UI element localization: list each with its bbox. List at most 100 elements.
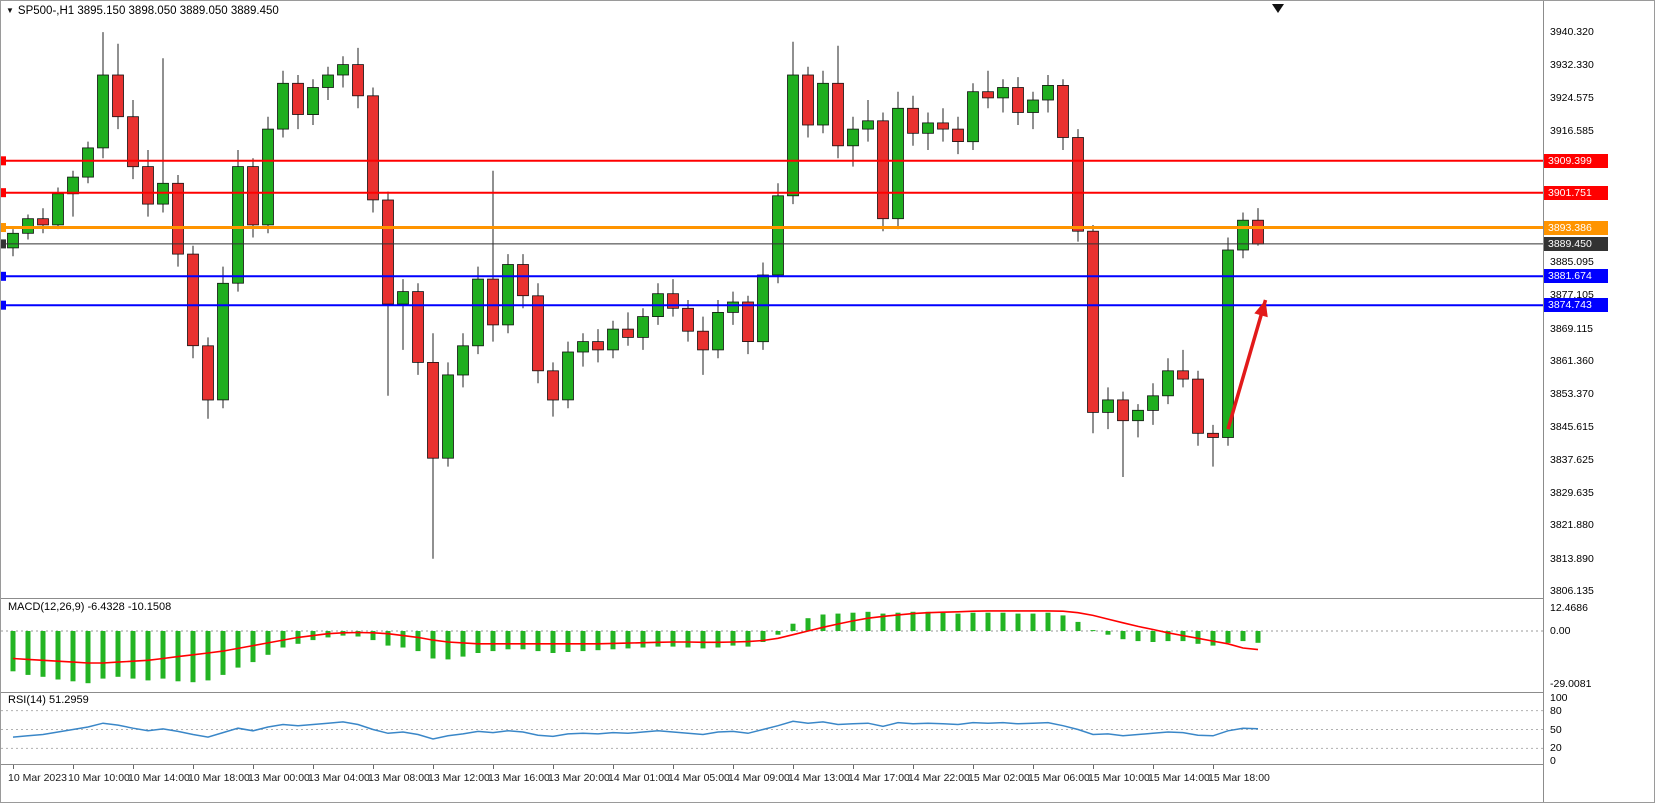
time-axis-tick xyxy=(433,765,434,769)
price-tick-label: 3845.615 xyxy=(1550,421,1594,433)
time-label: 14 Mar 09:00 xyxy=(728,772,790,784)
macd-histogram-bar xyxy=(1000,612,1006,631)
chart-title: ▼ SP500-,H1 3895.150 3898.050 3889.050 3… xyxy=(6,5,279,17)
macd-histogram-bar xyxy=(1240,631,1246,642)
macd-histogram-bar xyxy=(160,631,166,679)
time-axis-tick xyxy=(73,765,74,769)
time-axis-tick xyxy=(493,765,494,769)
price-tick-label: 3916.585 xyxy=(1550,125,1594,137)
time-label: 13 Mar 00:00 xyxy=(248,772,310,784)
macd-histogram-bar xyxy=(655,631,661,647)
macd-histogram-bar xyxy=(385,631,391,646)
macd-histogram-bar xyxy=(1165,631,1171,642)
candle-body xyxy=(847,128,859,147)
time-axis-tick xyxy=(373,765,374,769)
one-click-trading-icon[interactable]: ▼ xyxy=(6,6,14,15)
candle-body xyxy=(277,82,289,130)
macd-histogram-bar xyxy=(880,613,886,631)
macd-histogram-bar xyxy=(100,631,106,679)
candle-body xyxy=(412,291,424,363)
rsi-axis-label: 100 xyxy=(1550,692,1568,704)
time-axis-tick xyxy=(673,765,674,769)
time-label: 15 Mar 06:00 xyxy=(1028,772,1090,784)
macd-panel[interactable]: MACD(12,26,9) -6.4328 -10.1508 xyxy=(1,598,1543,692)
macd-histogram-bar xyxy=(1135,631,1141,642)
candle-body xyxy=(172,182,184,255)
candle-body xyxy=(1222,249,1234,438)
macd-histogram-bar xyxy=(1255,631,1261,643)
time-axis-tick xyxy=(253,765,254,769)
panel-separator-macd-rsi[interactable] xyxy=(1,692,1654,693)
candle-body xyxy=(1027,99,1039,113)
candle-body xyxy=(1012,87,1024,113)
rsi-axis-label: 50 xyxy=(1550,724,1562,736)
candle-body xyxy=(427,361,439,459)
line-left-marker xyxy=(1,271,6,281)
candle-body xyxy=(772,195,784,276)
candlestick-chart[interactable] xyxy=(1,1,1543,598)
candle-body xyxy=(877,120,889,220)
macd-chart[interactable] xyxy=(1,598,1543,692)
time-label: 15 Mar 02:00 xyxy=(968,772,1030,784)
time-label: 14 Mar 01:00 xyxy=(608,772,670,784)
price-axis[interactable]: 3940.320 3932.330 3924.575 3916.585 3885.095… xyxy=(1544,1,1654,802)
price-chart-panel[interactable] xyxy=(1,1,1543,598)
time-axis-tick xyxy=(1213,765,1214,769)
macd-histogram-bar xyxy=(280,631,286,648)
candle-body xyxy=(397,291,409,305)
macd-histogram-bar xyxy=(370,631,376,641)
time-label: 14 Mar 13:00 xyxy=(788,772,850,784)
time-axis-tick xyxy=(193,765,194,769)
time-label: 10 Mar 2023 xyxy=(8,772,67,784)
candle-wicks xyxy=(12,32,1259,559)
macd-histogram-bar xyxy=(25,631,31,675)
price-tick-label: 3806.135 xyxy=(1550,585,1594,597)
candle-body xyxy=(37,218,49,226)
candle-body xyxy=(892,107,904,220)
candle-body xyxy=(1192,378,1204,434)
macd-histogram-bar xyxy=(805,618,811,631)
macd-histogram-bar xyxy=(1060,615,1066,631)
macd-histogram-bar xyxy=(1075,621,1081,631)
candle-body xyxy=(7,232,19,249)
candle-body xyxy=(472,278,484,347)
rsi-chart[interactable] xyxy=(1,692,1543,764)
line-left-marker xyxy=(1,239,6,249)
line-left-marker xyxy=(1,156,6,166)
rsi-label: RSI(14) 51.2959 xyxy=(8,694,89,706)
price-tick-label: 3924.575 xyxy=(1550,92,1594,104)
macd-histogram-bar xyxy=(475,631,481,653)
candle-body xyxy=(982,91,994,99)
candle-body xyxy=(187,253,199,347)
macd-histogram-bar xyxy=(1045,612,1051,631)
candle-body xyxy=(1102,399,1114,413)
chart-shift-marker[interactable] xyxy=(1272,4,1284,13)
rsi-line xyxy=(12,720,1259,740)
time-axis-tick xyxy=(853,765,854,769)
price-line-tag: 3874.743 xyxy=(1544,298,1608,312)
time-axis-tick xyxy=(1153,765,1154,769)
macd-histogram-bar xyxy=(1195,631,1201,644)
time-label: 15 Mar 10:00 xyxy=(1088,772,1150,784)
candle-body xyxy=(382,199,394,305)
macd-histogram-bar xyxy=(955,613,961,631)
macd-histogram-bar xyxy=(190,631,196,683)
time-label: 10 Mar 14:00 xyxy=(128,772,190,784)
time-axis-tick xyxy=(313,765,314,769)
trend-arrow-line[interactable] xyxy=(1226,299,1268,430)
rsi-panel[interactable]: RSI(14) 51.2959 xyxy=(1,692,1543,764)
macd-histogram-bar xyxy=(985,612,991,631)
candle-body xyxy=(202,345,214,401)
time-axis-tick xyxy=(913,765,914,769)
panel-separator-main-macd[interactable] xyxy=(1,598,1654,599)
time-axis[interactable]: 10 Mar 2023 10 Mar 10:00 10 Mar 14:00 10 Ma… xyxy=(1,765,1543,802)
macd-histogram-bar xyxy=(700,631,706,649)
price-tick-label: 3932.330 xyxy=(1550,59,1594,71)
candle-body xyxy=(67,176,79,195)
macd-histogram-bar xyxy=(235,631,241,668)
time-label: 10 Mar 18:00 xyxy=(188,772,250,784)
time-label: 10 Mar 10:00 xyxy=(68,772,130,784)
macd-histogram-bar xyxy=(775,631,781,635)
candle-body xyxy=(292,82,304,115)
candle-body xyxy=(562,351,574,401)
